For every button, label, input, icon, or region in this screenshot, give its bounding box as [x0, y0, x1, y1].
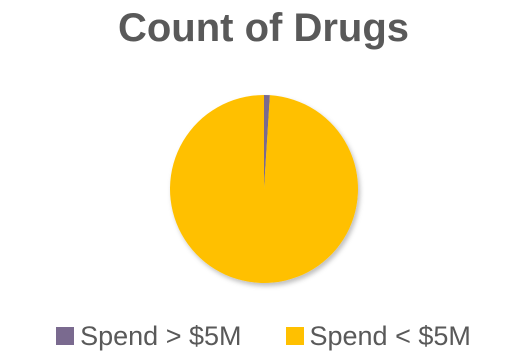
chart-title: Count of Drugs	[117, 6, 410, 50]
legend-swatch-spend-over-5m	[56, 327, 75, 345]
chart-legend: Spend > $5M Spend < $5M	[0, 318, 527, 354]
legend-swatch-spend-under-5m	[285, 327, 304, 345]
legend-label-spend-over-5m: Spend > $5M	[80, 320, 242, 351]
pie-slice-1	[169, 95, 358, 283]
pie-slice-0	[264, 95, 270, 189]
legend-item-spend-over-5m: Spend > $5M	[56, 320, 242, 352]
legend-label-spend-under-5m: Spend < $5M	[309, 320, 471, 351]
legend-item-spend-under-5m: Spend < $5M	[285, 320, 471, 352]
